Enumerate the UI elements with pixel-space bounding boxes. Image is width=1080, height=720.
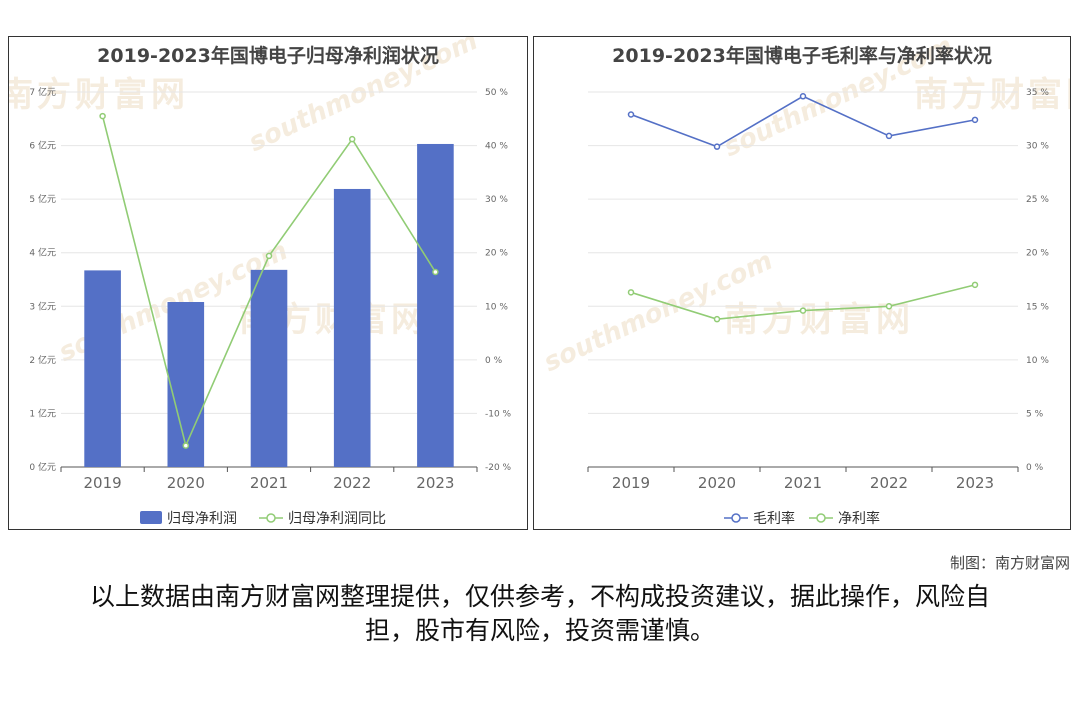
data-point (713, 143, 721, 150)
y-left-tick-label: 1 亿元 (29, 407, 56, 419)
y-left-tick-label: 2 亿元 (29, 354, 56, 366)
y-right-tick-label: 35 % (1026, 88, 1049, 98)
profit-chart: 0 亿元 -20 % 1 亿元 -10 % 2 亿元 0 % 3 亿元 10 % 4 亿元 20 … (29, 86, 512, 527)
y-right-tick-label: 20 % (485, 249, 508, 259)
y-right-tick-label: 20 % (1026, 249, 1049, 259)
y-right-tick-label: 25 % (1026, 195, 1049, 205)
y-right-tick-label: 30 % (485, 195, 508, 205)
left-chart-panel: 南方财富网 southmoney.com 南方财富网 southmoney.co… (8, 36, 528, 530)
legend-label: 归母净利润 (167, 510, 237, 527)
x-tick-label: 2020 (698, 474, 736, 492)
bar (250, 269, 288, 467)
bar (84, 270, 121, 467)
y-right-tick-label: -20 % (485, 463, 512, 473)
y-left-tick-label: 5 亿元 (29, 193, 56, 205)
y-right-tick-label: 50 % (485, 88, 508, 98)
y-right-tick-label: 5 % (1026, 409, 1044, 419)
data-point (627, 111, 635, 118)
y-right-tick-label: -10 % (485, 409, 512, 419)
chart-title: 2019-2023年国博电子归母净利润状况 (97, 45, 439, 67)
bar (333, 188, 371, 467)
right-chart-panel: 南方财富网 southmoney.com 南方财富网 southmoney.co… (533, 36, 1071, 530)
y-left-tick-label: 6 亿元 (29, 140, 56, 152)
x-tick-label: 2019 (84, 474, 122, 492)
y-right-tick-label: 10 % (485, 302, 508, 312)
data-point (348, 135, 356, 143)
x-tick-label: 2023 (956, 474, 994, 492)
data-point (885, 132, 893, 140)
data-point (627, 289, 635, 296)
series-line (630, 95, 976, 148)
y-left-tick-label: 3 亿元 (29, 300, 56, 312)
legend-swatch-bar (140, 511, 162, 524)
y-left-tick-label: 4 亿元 (29, 247, 56, 259)
legend-label: 毛利率 (753, 510, 795, 527)
x-tick-label: 2022 (870, 474, 908, 492)
x-tick-label: 2021 (250, 474, 288, 492)
disclaimer-text: 以上数据由南方财富网整理提供，仅供参考，不构成投资建议，据此操作，风险自担，股市… (89, 582, 990, 645)
margin-chart: 0 % 5 % 10 % 15 % 20 % 25 % 30 % 35 % 2019 2020 20… (587, 88, 1049, 527)
data-point (971, 116, 979, 124)
data-point (265, 252, 273, 260)
data-point (885, 303, 893, 310)
chart-title: 2019-2023年国博电子毛利率与净利率状况 (612, 45, 992, 67)
legend-swatch-marker (816, 513, 826, 523)
data-point (799, 307, 807, 314)
y-left-tick-label: 0 亿元 (29, 461, 56, 473)
data-point (971, 281, 979, 289)
series-line (630, 284, 976, 320)
y-right-tick-label: 40 % (485, 142, 508, 152)
y-left-tick-label: 7 亿元 (29, 86, 56, 98)
y-right-tick-label: 0 % (485, 356, 503, 366)
data-point (182, 442, 190, 449)
x-tick-label: 2019 (612, 474, 650, 492)
data-point (799, 93, 807, 100)
data-point (713, 315, 721, 323)
x-tick-label: 2023 (416, 474, 454, 492)
footer-credit: 制图：南方财富网 (949, 554, 1070, 572)
x-tick-label: 2021 (784, 474, 822, 492)
y-right-tick-label: 15 % (1026, 302, 1049, 312)
data-point (99, 112, 106, 120)
y-right-tick-label: 0 % (1026, 463, 1044, 473)
x-tick-label: 2020 (167, 474, 205, 492)
data-point (432, 268, 439, 276)
bar (167, 302, 205, 467)
legend-label: 归母净利润同比 (288, 510, 386, 527)
bar (417, 143, 454, 467)
y-right-tick-label: 10 % (1026, 356, 1049, 366)
legend-swatch-marker (731, 513, 741, 523)
legend-swatch-marker (266, 513, 276, 523)
x-tick-label: 2022 (333, 474, 371, 492)
y-right-tick-label: 30 % (1026, 142, 1049, 152)
legend-label: 净利率 (838, 510, 880, 527)
